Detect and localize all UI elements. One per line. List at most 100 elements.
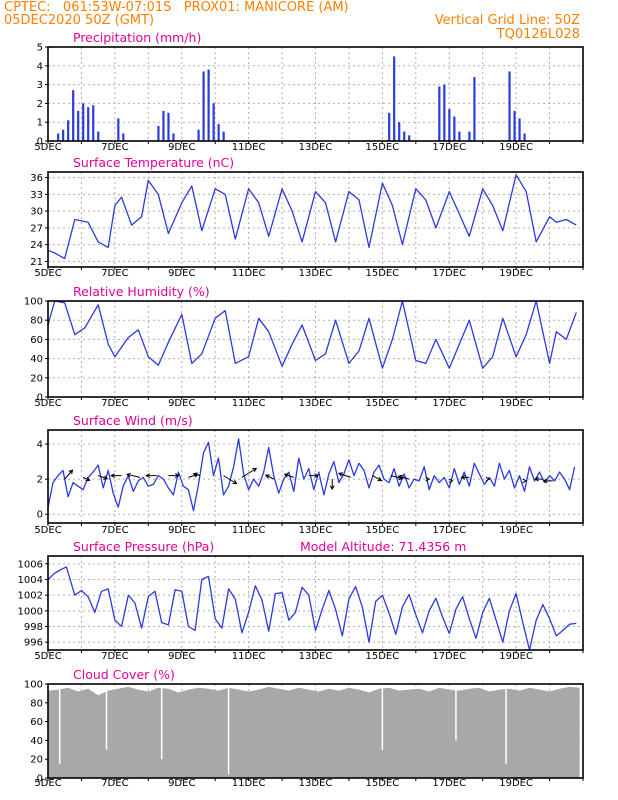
- x-tick-label: 11DEC: [232, 525, 266, 536]
- wind-arrow-head: [448, 478, 454, 484]
- y-tick-label: 33: [30, 190, 43, 201]
- x-tick-label: 9DEC: [168, 142, 195, 153]
- x-tick-label: 13DEC: [299, 398, 333, 409]
- wind-arrow-shaft: [97, 475, 108, 480]
- precip-bar: [443, 84, 446, 141]
- y-tick-label: 1000: [18, 606, 43, 617]
- x-tick-label: 9DEC: [168, 651, 195, 662]
- wind-arrow-head: [460, 475, 466, 480]
- x-tick-label: 5DEC: [34, 525, 61, 536]
- panel-title: Surface Pressure (hPa): [73, 539, 214, 554]
- precip-bar: [122, 133, 125, 141]
- y-tick-label: 0: [37, 774, 43, 785]
- wind-arrow-head: [264, 474, 270, 479]
- wind-arrow-shaft: [223, 475, 237, 485]
- y-tick-label: 1004: [18, 575, 43, 586]
- wind-arrow-shaft: [64, 469, 73, 480]
- x-tick-label: 19DEC: [499, 525, 533, 536]
- panel-title: Relative Humidity (%): [73, 284, 210, 299]
- x-tick-label: 5DEC: [34, 778, 61, 789]
- x-tick-label: 11DEC: [232, 398, 266, 409]
- y-tick-label: 80: [30, 698, 43, 709]
- precip-bar: [222, 131, 225, 141]
- precip-bar: [393, 56, 396, 141]
- x-tick-label: 11DEC: [232, 142, 266, 153]
- precip-bar: [62, 129, 65, 141]
- y-tick-label: 36: [30, 173, 43, 184]
- y-tick-label: 5: [37, 43, 43, 54]
- x-tick-label: 7DEC: [101, 398, 128, 409]
- y-tick-label: 40: [30, 354, 43, 365]
- x-tick-label: 15DEC: [366, 778, 400, 789]
- precip-bar: [513, 110, 516, 141]
- y-tick-label: 4: [37, 440, 43, 451]
- precip-bar: [453, 116, 456, 141]
- x-tick-label: 19DEC: [499, 398, 533, 409]
- precip-bar: [117, 118, 120, 141]
- x-tick-label: 7DEC: [101, 525, 128, 536]
- precip-bar: [57, 133, 60, 141]
- x-tick-label: 7DEC: [101, 778, 128, 789]
- cloud-area: [48, 686, 580, 778]
- x-tick-label: 15DEC: [366, 651, 400, 662]
- x-tick-label: 13DEC: [299, 778, 333, 789]
- x-tick-label: 19DEC: [499, 268, 533, 279]
- x-tick-label: 17DEC: [432, 398, 466, 409]
- header-date: 05DEC2020 50Z (GMT): [4, 13, 155, 28]
- precip-bar: [197, 129, 200, 141]
- y-tick-label: 1006: [18, 559, 43, 570]
- wind-arrow-head: [125, 472, 131, 478]
- y-tick-label: 996: [24, 638, 43, 649]
- precip-bar: [408, 135, 411, 141]
- precip-bar: [458, 131, 461, 141]
- y-tick-label: 1002: [18, 591, 43, 602]
- header-code: TQ0126L028: [496, 27, 580, 42]
- x-tick-label: 5DEC: [34, 142, 61, 153]
- y-tick-label: 27: [30, 223, 43, 234]
- model-altitude-label: Model Altitude: 71.4356 m: [300, 539, 466, 554]
- precip-bar: [167, 112, 170, 141]
- precip-bar: [473, 77, 476, 141]
- x-tick-label: 9DEC: [168, 778, 195, 789]
- wind-arrow-head: [192, 472, 198, 477]
- wind-arrow-shaft: [338, 472, 351, 478]
- precip-bar: [82, 103, 85, 141]
- precip-bar: [87, 107, 90, 141]
- x-tick-label: 11DEC: [232, 268, 266, 279]
- wind-arrow-head: [103, 475, 109, 480]
- y-tick-label: 30: [30, 207, 43, 218]
- x-tick-label: 13DEC: [299, 525, 333, 536]
- x-tick-label: 7DEC: [101, 142, 128, 153]
- precip-bar: [523, 133, 526, 141]
- wind-arrow-shaft: [241, 467, 257, 478]
- y-tick-label: 100: [24, 297, 43, 308]
- wind-arrow-head: [85, 476, 91, 482]
- panel-title: Precipitation (mm/h): [73, 30, 201, 45]
- y-tick-label: 40: [30, 736, 43, 747]
- panel-title: Surface Wind (m/s): [73, 413, 193, 428]
- y-tick-label: 100: [24, 680, 43, 691]
- wind-arrow-head: [232, 479, 238, 485]
- precip-bar: [388, 112, 391, 141]
- precip-bar: [217, 124, 220, 141]
- wind-arrow-head: [145, 473, 151, 478]
- wind-arrow-shaft: [265, 474, 274, 480]
- precip-bar: [202, 71, 205, 141]
- wind-arrow-head: [175, 473, 180, 478]
- precip-bar: [77, 110, 80, 141]
- precip-bar: [92, 105, 95, 141]
- wind-arrow-shaft: [284, 473, 294, 478]
- y-tick-label: 60: [30, 335, 43, 346]
- wind-arrow-head: [283, 473, 289, 478]
- y-tick-label: 2: [37, 475, 43, 486]
- panel-title: Surface Temperature (nC): [73, 155, 234, 170]
- y-tick-label: 0: [37, 510, 43, 521]
- precip-bar: [97, 131, 100, 141]
- x-tick-label: 17DEC: [432, 268, 466, 279]
- wind-arrow-head: [252, 467, 258, 473]
- y-tick-label: 998: [24, 622, 43, 633]
- precip-bar: [157, 125, 160, 141]
- precip-bar: [162, 110, 165, 141]
- wind-arrow-head: [485, 476, 491, 482]
- x-tick-label: 13DEC: [299, 142, 333, 153]
